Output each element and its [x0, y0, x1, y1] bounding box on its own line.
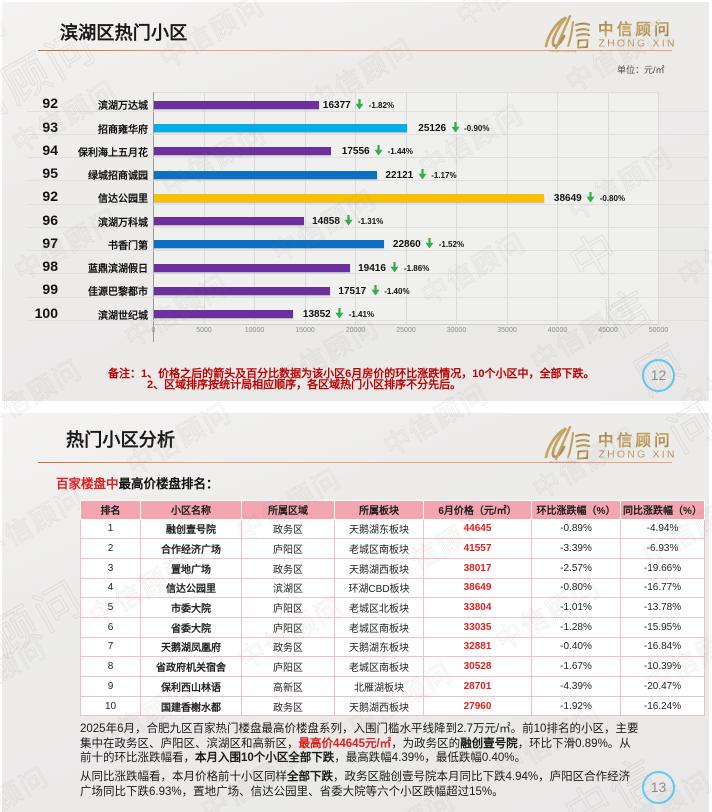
svg-text:Zhongxin Consulting: Zhongxin Consulting: [549, 49, 577, 53]
svg-text:中信顾问: 中信顾问: [598, 431, 673, 450]
svg-text:ZHONG XIN: ZHONG XIN: [599, 449, 677, 461]
svg-text:Zhongxin Consulting: Zhongxin Consulting: [549, 460, 577, 464]
svg-text:ZHONG XIN: ZHONG XIN: [599, 38, 677, 50]
svg-text:中信顾问: 中信顾问: [598, 20, 673, 39]
